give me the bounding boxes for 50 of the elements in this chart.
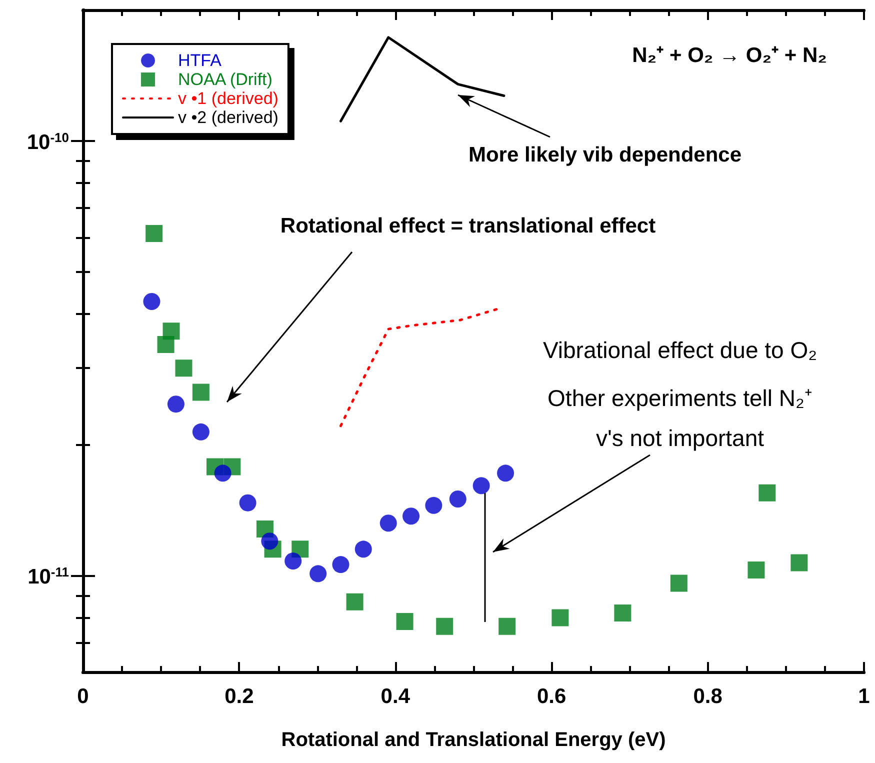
- legend-label: v •2 (derived): [178, 108, 278, 127]
- annotation: More likely vib dependence: [468, 144, 742, 166]
- x-tick-label: 0.6: [537, 685, 566, 708]
- point: [175, 360, 192, 377]
- line-series: [339, 36, 506, 122]
- point: [332, 556, 350, 574]
- x-tick-label: 0.8: [693, 685, 723, 708]
- point: [162, 322, 180, 340]
- text: N₂⁺ + O₂ → O₂⁺ + N₂: [632, 44, 827, 67]
- x-axis-title: Rotational and Translational Energy (eV): [281, 729, 666, 751]
- point: [192, 384, 210, 401]
- point: [261, 532, 278, 550]
- y-tick-label: 10$^{-11}$: [28, 564, 69, 589]
- y-tick-label: 10$^{-10}$: [26, 129, 69, 154]
- x-tick-label: 0: [77, 685, 89, 708]
- line-series: [339, 308, 498, 428]
- x-tick-label: 0.2: [224, 685, 254, 708]
- point: [380, 514, 397, 532]
- point: [239, 494, 256, 512]
- point: [143, 293, 160, 310]
- point: [425, 496, 442, 514]
- annotation: Vibrational effect due to O₂: [542, 337, 818, 363]
- point: [167, 396, 184, 413]
- point: [146, 225, 163, 242]
- point: [402, 508, 420, 525]
- legend-label: NOAA (Drift): [178, 70, 272, 89]
- point: [192, 423, 210, 440]
- point: [472, 477, 490, 494]
- point: [346, 593, 364, 610]
- point: [436, 618, 454, 635]
- point: [396, 613, 414, 630]
- point: [790, 554, 808, 572]
- point: [310, 565, 327, 582]
- point: [552, 609, 569, 626]
- point: [449, 490, 466, 508]
- point: [214, 464, 232, 482]
- point: [670, 574, 688, 592]
- x-tick-label: 0.4: [380, 685, 410, 708]
- annotation: Rotational effect = translational effect: [280, 214, 656, 238]
- annotation: Other experiments tell N₂⁺ v's not important: [548, 385, 812, 451]
- point: [614, 604, 632, 622]
- point: [354, 540, 372, 558]
- point: [497, 464, 514, 482]
- point: [748, 561, 765, 578]
- x-tick-label: 1: [858, 685, 870, 708]
- point: [498, 618, 516, 635]
- legend-label: v •1 (derived): [178, 89, 278, 108]
- legend-label: HTFA: [178, 51, 222, 70]
- point: [284, 552, 302, 570]
- point: [758, 484, 776, 502]
